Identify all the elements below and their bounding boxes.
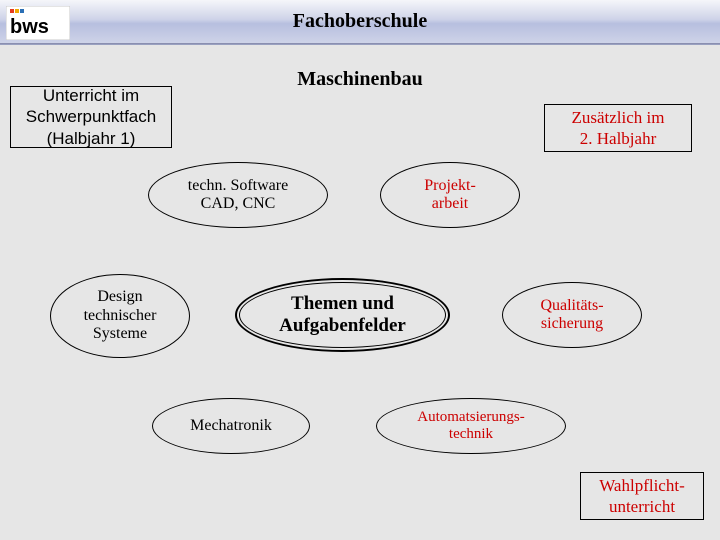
center-themen: Themen undAufgabenfelder bbox=[235, 278, 450, 352]
ellipse-quali-text: Qualitäts-sicherung bbox=[540, 297, 603, 334]
ellipse-auto: Automatsierungs-technik bbox=[376, 398, 566, 454]
box-zusaetzlich-text: Zusätzlich im2. Halbjahr bbox=[571, 107, 664, 150]
ellipse-software: techn. SoftwareCAD, CNC bbox=[148, 162, 328, 228]
box-wahlpflicht: Wahlpflicht-unterricht bbox=[580, 472, 704, 520]
page-title: Fachoberschule bbox=[0, 10, 720, 33]
box-unterricht: Unterricht imSchwerpunktfach(Halbjahr 1) bbox=[10, 86, 172, 148]
box-unterricht-text: Unterricht imSchwerpunktfach(Halbjahr 1) bbox=[26, 85, 156, 149]
ellipse-software-text: techn. SoftwareCAD, CNC bbox=[188, 177, 288, 214]
ellipse-quali: Qualitäts-sicherung bbox=[502, 282, 642, 348]
ellipse-mecha: Mechatronik bbox=[152, 398, 310, 454]
ellipse-design-text: DesigntechnischerSysteme bbox=[84, 288, 157, 343]
ellipse-mecha-text: Mechatronik bbox=[190, 417, 272, 435]
ellipse-auto-text: Automatsierungs-technik bbox=[417, 409, 524, 444]
box-wahlpflicht-text: Wahlpflicht-unterricht bbox=[599, 475, 685, 518]
box-zusaetzlich: Zusätzlich im2. Halbjahr bbox=[544, 104, 692, 152]
header-divider bbox=[0, 44, 720, 45]
ellipse-design: DesigntechnischerSysteme bbox=[50, 274, 190, 358]
ellipse-projekt-text: Projekt-arbeit bbox=[424, 177, 476, 214]
center-text: Themen undAufgabenfelder bbox=[279, 293, 406, 337]
ellipse-projekt: Projekt-arbeit bbox=[380, 162, 520, 228]
